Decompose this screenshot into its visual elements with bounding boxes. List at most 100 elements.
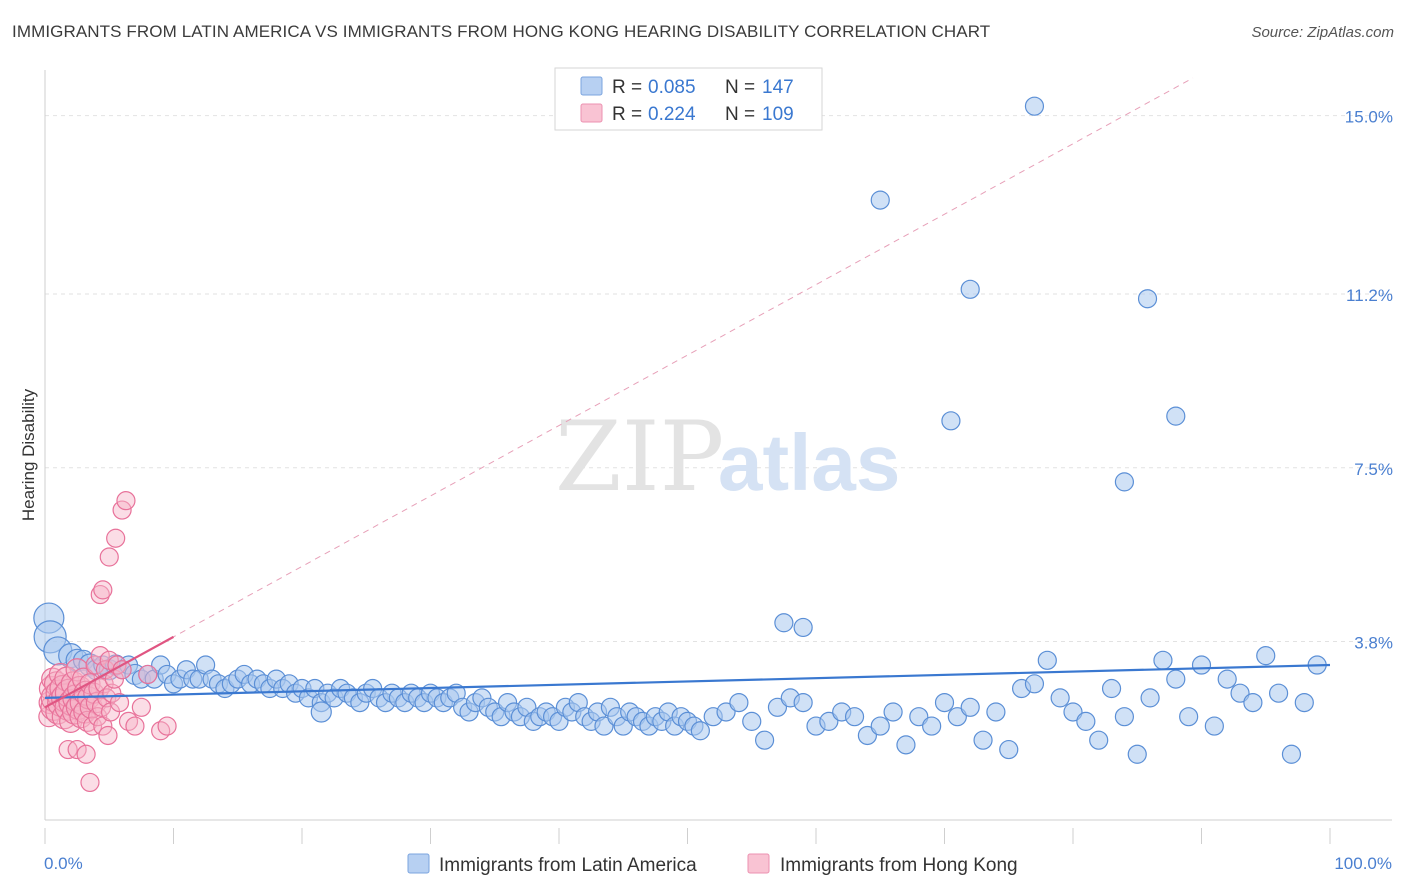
point-latin-america — [1089, 730, 1109, 750]
point-hong-kong — [106, 528, 126, 548]
point-latin-america — [1217, 669, 1237, 689]
y-tick-labels: 3.8% 7.5% 11.2% 15.0% — [1345, 108, 1393, 653]
legend-r-label-blue: R = — [612, 77, 642, 98]
x-tick-label-min: 0.0% — [44, 854, 83, 873]
point-hong-kong — [93, 580, 113, 600]
legend-n-value-pink: 109 — [762, 104, 794, 125]
point-latin-america — [793, 617, 813, 638]
point-latin-america — [1037, 650, 1057, 670]
point-latin-america — [934, 692, 955, 713]
point-latin-america — [1076, 711, 1096, 731]
point-latin-america — [1230, 683, 1250, 703]
y-tick-label: 15.0% — [1345, 108, 1393, 127]
legend-r-value-blue: 0.085 — [648, 77, 696, 98]
point-hong-kong — [76, 744, 96, 764]
point-hong-kong — [116, 491, 136, 511]
legend-top: R = 0.085 N = 147 R = 0.224 N = 109 — [554, 67, 823, 131]
point-latin-america — [1114, 707, 1135, 727]
y-tick-label: 3.8% — [1354, 634, 1393, 653]
legend-bottom-swatch-blue — [407, 853, 430, 874]
point-latin-america — [767, 697, 788, 717]
legend-r-label-pink: R = — [612, 104, 642, 125]
legend-n-label-blue: N = — [725, 77, 755, 98]
series-latin-america-points — [33, 96, 1327, 764]
point-latin-america — [729, 692, 749, 713]
point-latin-america — [883, 702, 903, 722]
point-latin-america — [1050, 688, 1070, 708]
point-latin-america — [844, 707, 865, 727]
point-latin-america — [1024, 674, 1045, 694]
legend-bottom-label-pink: Immigrants from Hong Kong — [780, 855, 1018, 876]
point-latin-america — [973, 730, 993, 750]
legend-n-value-blue: 147 — [762, 77, 794, 98]
y-tick-label: 11.2% — [1346, 286, 1393, 305]
source-label: Source: ZipAtlas.com — [1251, 24, 1394, 41]
point-latin-america — [922, 716, 942, 736]
point-latin-america — [896, 735, 916, 755]
point-hong-kong — [91, 697, 112, 717]
point-latin-america — [1281, 744, 1302, 764]
point-latin-america — [1268, 683, 1289, 703]
trend-line-latin-america — [44, 663, 1331, 699]
chart-title: IMMIGRANTS FROM LATIN AMERICA VS IMMIGRA… — [12, 22, 991, 41]
axes — [44, 70, 1392, 821]
point-latin-america — [1243, 692, 1263, 713]
y-axis-label: Hearing Disability — [19, 388, 38, 521]
point-latin-america — [1166, 669, 1186, 689]
point-latin-america — [999, 739, 1019, 760]
point-hong-kong — [125, 716, 145, 736]
point-latin-america — [1063, 702, 1083, 722]
point-latin-america — [947, 707, 967, 727]
point-hong-kong — [138, 664, 158, 685]
point-hong-kong — [157, 716, 177, 736]
y-tick-label: 7.5% — [1354, 460, 1393, 479]
point-latin-america — [1191, 655, 1212, 675]
point-hong-kong — [131, 697, 151, 717]
point-latin-america — [1140, 688, 1160, 708]
trend-lines — [44, 77, 1331, 709]
point-latin-america — [1101, 678, 1122, 699]
point-latin-america — [1256, 646, 1276, 666]
point-hong-kong — [80, 772, 100, 793]
point-hong-kong — [90, 646, 110, 666]
point-latin-america — [1166, 406, 1186, 426]
trend-line-hong-kong-extended — [44, 77, 1194, 708]
watermark-zip: ZIP — [555, 401, 724, 513]
point-latin-america — [1114, 472, 1135, 492]
point-latin-america — [742, 711, 762, 731]
point-latin-america — [1137, 289, 1158, 309]
point-hong-kong — [112, 500, 132, 520]
x-tick-label-max: 100.0% — [1334, 854, 1392, 873]
point-hong-kong — [99, 547, 119, 567]
point-latin-america — [960, 279, 980, 299]
point-latin-america — [690, 721, 710, 741]
point-latin-america — [857, 725, 878, 746]
legend-swatch-pink — [580, 103, 603, 123]
point-latin-america — [793, 692, 813, 713]
legend-bottom-swatch-pink — [747, 853, 770, 874]
x-axis-ticks — [44, 828, 1331, 844]
watermark: ZIP atlas — [555, 401, 900, 513]
point-latin-america — [594, 716, 614, 736]
point-hong-kong — [109, 692, 130, 713]
watermark-atlas: atlas — [718, 418, 900, 507]
point-latin-america — [960, 697, 980, 717]
point-hong-kong — [98, 725, 118, 746]
point-hong-kong — [76, 710, 99, 732]
point-latin-america — [1179, 707, 1199, 727]
point-hong-kong — [85, 655, 105, 675]
point-latin-america — [1024, 96, 1045, 116]
point-latin-america — [870, 190, 890, 210]
point-latin-america — [819, 711, 839, 731]
point-latin-america — [986, 702, 1006, 722]
point-latin-america — [941, 411, 961, 431]
legend-n-label-pink: N = — [725, 104, 755, 125]
point-latin-america — [754, 730, 775, 750]
point-latin-america — [909, 707, 929, 727]
point-latin-america — [1153, 650, 1173, 670]
legend-bottom-label-blue: Immigrants from Latin America — [439, 855, 697, 876]
trend-line-hong-kong — [44, 635, 175, 709]
point-latin-america — [1294, 692, 1314, 713]
point-hong-kong — [82, 716, 103, 736]
